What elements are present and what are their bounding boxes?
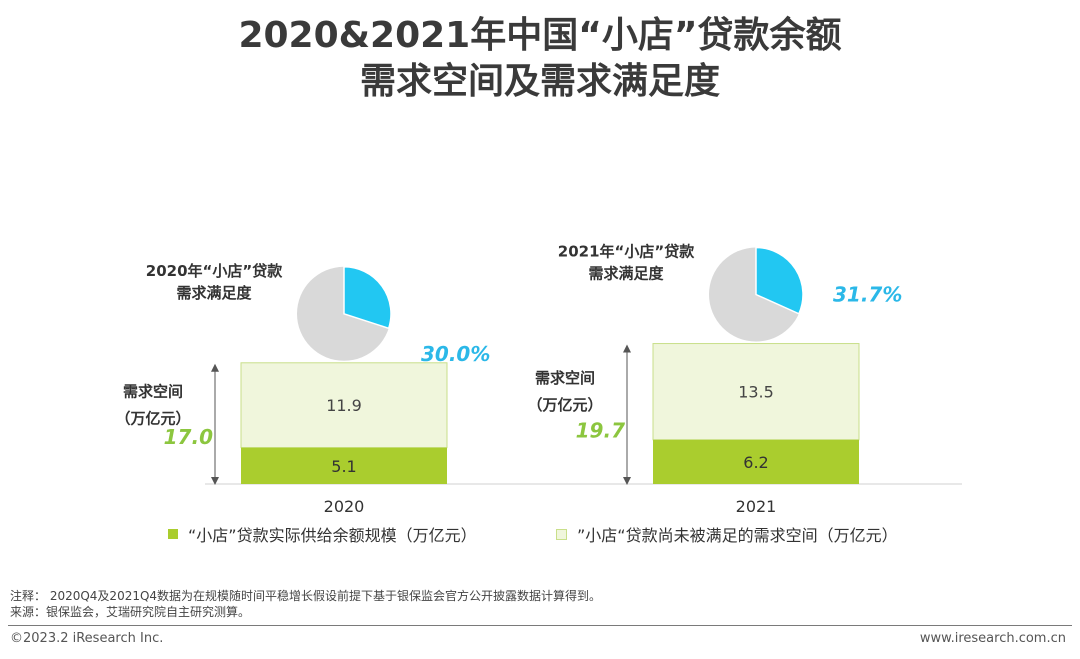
y-axis-label-line1-2021: 需求空间 (535, 369, 595, 387)
value-label-unmet-2021: 13.5 (738, 383, 774, 402)
total-arrow-head-down-2021 (623, 477, 631, 485)
bar-supply-2020 (241, 447, 447, 484)
y-axis-label-line1-2020: 需求空间 (123, 383, 183, 401)
pie-slice-satisfied-2020 (343, 266, 392, 330)
website: www.iresearch.com.cn (919, 631, 1066, 646)
footer-divider (8, 625, 1072, 626)
y-axis-label-line2-2020: （万亿元） (115, 410, 190, 428)
total-arrow-head-up-2021 (623, 344, 631, 353)
pie-title-line2-2021: 需求满足度 (588, 265, 664, 283)
pie-title-line1-2021: 2021年“小店”贷款 (558, 243, 695, 261)
pie-slice-satisfied-2021 (755, 246, 804, 315)
legend-label-supply: “小店”贷款实际供给余额规模（万亿元） (188, 526, 477, 545)
total-label-2020: 17.0 (164, 425, 213, 449)
source-note: 来源：银保监会，艾瑞研究院自主研究测算。 (10, 605, 251, 619)
chart-area: 11.9 5.1 2020 17.0 需求空间 （万亿元） 30.0% 2020年“小店”贷款… (115, 243, 962, 516)
page-title-line-1: 2020&2021年中国“小店”贷款余额 (238, 15, 842, 56)
value-label-supply-2020: 5.1 (331, 457, 356, 476)
copyright: ©2023.2 iResearch Inc. (10, 631, 164, 646)
value-label-supply-2021: 6.2 (743, 453, 768, 472)
pie-title-line2-2020: 需求满足度 (176, 284, 252, 302)
bar-supply-2021 (653, 439, 859, 484)
legend-swatch-supply (168, 529, 178, 539)
total-label-2021: 19.7 (576, 419, 625, 443)
total-arrow-head-down-2020 (211, 477, 219, 485)
legend-item-unmet: ”小店“贷款尚未被满足的需求空间（万亿元） (556, 522, 898, 546)
footnote: 注释： 2020Q4及2021Q4数据为在规模随时间平稳增长假设前提下基于银保监… (10, 589, 602, 603)
pie-percent-label-2021: 31.7% (833, 283, 902, 307)
x-tick-label-2021: 2021 (736, 497, 777, 516)
pie-percent-label-2020: 30.0% (421, 342, 490, 366)
legend-label-unmet: ”小店“贷款尚未被满足的需求空间（万亿元） (577, 526, 898, 545)
y-axis-label-line2-2021: （万亿元） (527, 396, 602, 414)
legend-item-supply: “小店”贷款实际供给余额规模（万亿元） (168, 522, 477, 546)
legend-swatch-unmet (556, 528, 567, 540)
x-tick-label-2020: 2020 (324, 497, 365, 516)
page-title-line-2: 需求空间及需求满足度 (359, 61, 720, 102)
pie-title-line1-2020: 2020年“小店”贷款 (146, 262, 283, 280)
total-arrow-head-up-2020 (211, 363, 219, 372)
value-label-unmet-2020: 11.9 (326, 396, 362, 415)
